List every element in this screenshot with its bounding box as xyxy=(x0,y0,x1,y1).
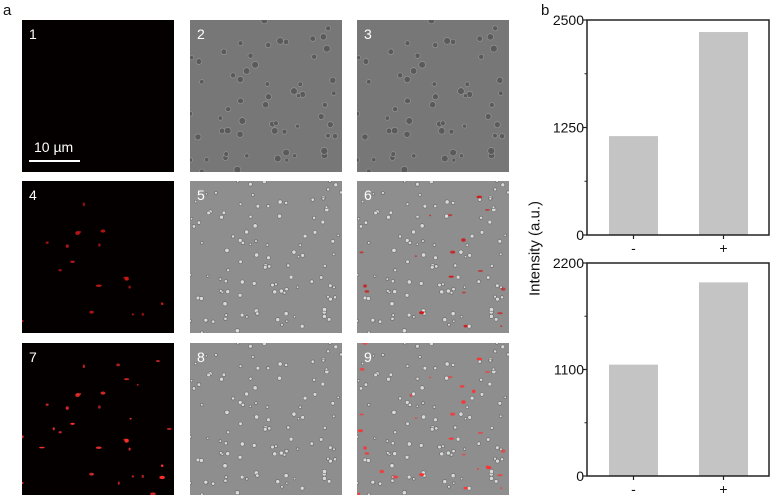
y-tick-label: 0 xyxy=(576,468,584,484)
panel-a-label: a xyxy=(3,2,12,19)
panel-number: 2 xyxy=(197,26,205,42)
micrograph-panel-7: 7 xyxy=(22,343,174,495)
y-tick-label: 1250 xyxy=(553,120,584,136)
micrograph-panel-1: 1 10 µm xyxy=(22,20,174,172)
panel-number: 5 xyxy=(197,187,205,203)
micrograph-image xyxy=(22,20,174,172)
y-tick-label: 0 xyxy=(576,227,584,243)
x-tick-label: - xyxy=(631,240,636,256)
y-tick-label: 2200 xyxy=(553,255,584,271)
scale-bar xyxy=(29,160,80,162)
x-tick-label: - xyxy=(631,481,636,497)
panel-number: 9 xyxy=(364,349,372,365)
micrograph-panel-8: 8 xyxy=(190,343,342,495)
x-tick-label: + xyxy=(719,240,727,256)
y-tick-label: 2500 xyxy=(553,12,584,28)
micrograph-image xyxy=(190,20,342,172)
micrograph-image xyxy=(357,20,509,172)
y-tick-label: 1100 xyxy=(554,362,584,378)
micrograph-panel-3: 3 xyxy=(357,20,509,172)
micrograph-panel-9: 9 xyxy=(357,343,509,495)
panel-number: 3 xyxy=(364,26,372,42)
x-tick-label: + xyxy=(719,481,727,497)
bar-plus xyxy=(699,282,748,476)
panel-number: 6 xyxy=(364,187,372,203)
scale-bar-label: 10 µm xyxy=(34,139,74,155)
panel-b-label: b xyxy=(541,2,550,19)
panel-number: 1 xyxy=(29,26,37,42)
micrograph-image xyxy=(22,181,174,333)
micrograph-image xyxy=(190,343,342,495)
bar-minus xyxy=(609,136,658,235)
micrograph-image xyxy=(357,181,509,333)
micrograph-panel-5: 5 xyxy=(190,181,342,333)
panel-number: 8 xyxy=(197,349,205,365)
micrograph-image xyxy=(357,343,509,495)
micrograph-panel-6: 6 xyxy=(357,181,509,333)
micrograph-image xyxy=(22,343,174,495)
panel-number: 7 xyxy=(29,349,37,365)
micrograph-image xyxy=(190,181,342,333)
bar-plus xyxy=(699,32,748,235)
micrograph-panel-4: 4 xyxy=(22,181,174,333)
micrograph-panel-2: 2 xyxy=(190,20,342,172)
panel-number: 4 xyxy=(29,187,37,203)
bar-minus xyxy=(609,364,658,476)
